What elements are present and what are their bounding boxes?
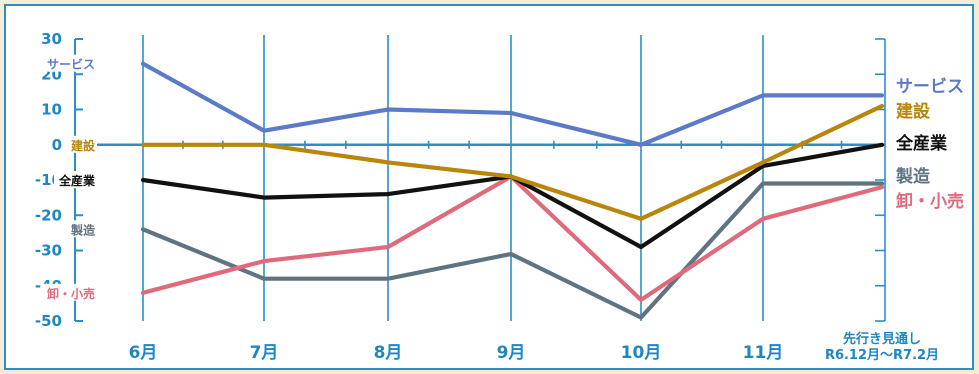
series-label-right-1: 建設 (896, 101, 931, 122)
series-label-left-4: 卸・小売 (47, 286, 95, 301)
x-tick-label-5: 11月 (743, 343, 784, 363)
series-label-bg-3 (67, 220, 97, 238)
series-label-left-3: 製造 (70, 222, 96, 237)
series-label-bg-1 (67, 135, 97, 153)
y-tick-label-5: -20 (35, 206, 62, 224)
y-tick-label-3: 0 (52, 136, 62, 154)
x-tick-label-1: 7月 (250, 343, 279, 363)
x-tick-label-0: 6月 (129, 343, 158, 363)
series-label-bg-4 (41, 283, 97, 301)
series-line-0 (140, 61, 885, 147)
series-label-right-2: 全産業 (895, 133, 947, 154)
series-label-right-4: 卸・小売 (896, 191, 964, 212)
x-tick-label-3: 9月 (497, 343, 526, 363)
series-label-left-1: 建設 (70, 138, 96, 153)
x-tick-label-6: 先行き見通し R6.12月～R7.2月 (825, 331, 939, 363)
y-tick-label-2: 10 (41, 101, 62, 119)
series-label-right-3: 製造 (895, 166, 931, 187)
series-label-left-0: サービス (47, 57, 95, 72)
series-label-bg-0 (41, 54, 97, 72)
series-label-right-0: サービス (896, 77, 964, 97)
y-tick-label-8: -50 (35, 312, 62, 330)
series-label-left-2: 全産業 (58, 173, 96, 188)
series-line-3 (140, 181, 885, 320)
y-tick-label-6: -30 (35, 242, 62, 260)
grid-layer (142, 35, 764, 321)
x-tick-label-4: 10月 (621, 343, 662, 363)
x-tick-label-2: 8月 (374, 343, 403, 363)
y-tick-label-0: 30 (41, 30, 62, 48)
series-label-bg-2 (54, 171, 97, 188)
series-layer (140, 61, 885, 320)
series-line-1 (140, 103, 885, 221)
